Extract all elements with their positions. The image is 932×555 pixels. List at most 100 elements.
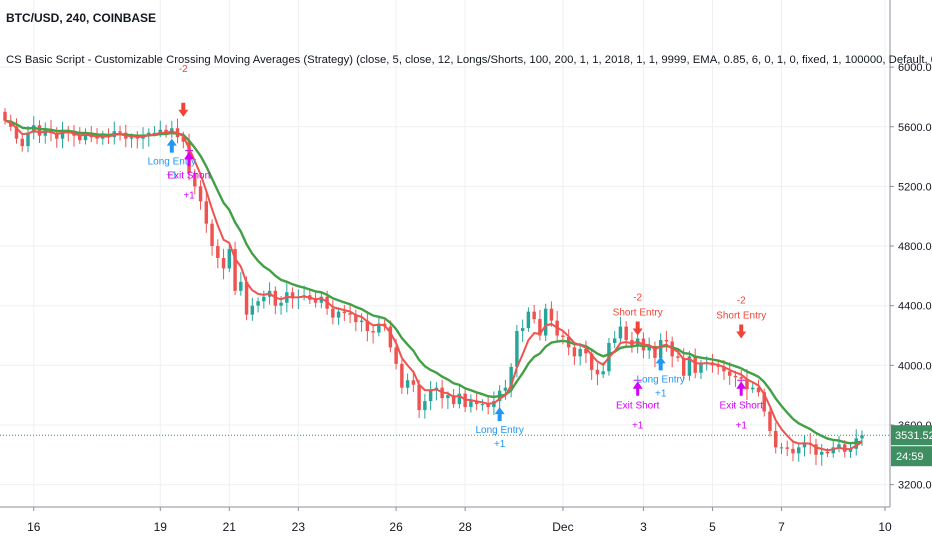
candle-body	[348, 313, 352, 315]
candle-body	[118, 131, 122, 133]
candle-body	[595, 369, 600, 375]
long-entry-arrow	[494, 407, 505, 422]
price-tick-label: 4400.00	[898, 301, 932, 313]
candle-body	[756, 387, 761, 393]
candle-body	[365, 320, 370, 332]
candle-body	[848, 448, 853, 452]
candle-body	[405, 380, 410, 388]
candle-body	[699, 363, 703, 373]
price-tick-label: 6000.00	[898, 62, 932, 74]
plot-area[interactable]	[0, 0, 890, 507]
long-entry-label: Long Entry	[475, 425, 523, 436]
time-tick-label: 5	[709, 520, 716, 534]
candle-body	[221, 257, 226, 269]
candle-body	[3, 111, 7, 121]
candle-body	[446, 395, 450, 399]
long-entry-label: Long Entry	[637, 374, 685, 385]
candle-body	[83, 132, 88, 141]
candle-body	[572, 347, 577, 357]
candle-body	[653, 345, 657, 358]
candle-body	[779, 447, 784, 449]
short-entry-arrow	[736, 324, 747, 339]
candle-body	[486, 404, 490, 408]
candle-body	[773, 430, 778, 448]
long-entry-qty: +1	[166, 171, 178, 182]
last-price-badge	[891, 425, 932, 446]
candle-body	[216, 246, 220, 258]
short-entry-qty: -2	[179, 64, 188, 75]
candle-body	[687, 356, 692, 376]
candle-body	[820, 451, 824, 455]
time-tick-label: 19	[154, 520, 168, 534]
time-tick-label: 21	[223, 520, 237, 534]
price-tick-label: 5600.00	[898, 122, 932, 134]
price-axis[interactable]: 6000.00 5600.00 5200.00 4800.00 4400.00 4000.…	[889, 0, 932, 550]
short-entry-qty: -2	[737, 295, 746, 306]
candle-body	[411, 380, 416, 385]
time-tick-label: 26	[389, 520, 403, 534]
candle-body	[693, 356, 697, 373]
candle-body	[618, 326, 623, 339]
long-entry-arrow	[166, 138, 177, 153]
candle-body	[239, 281, 243, 291]
exit-short-qty: +1	[632, 420, 644, 431]
candle-body	[193, 172, 197, 187]
candle-body	[164, 129, 168, 133]
time-tick-label: 3	[640, 520, 647, 534]
candle-body	[359, 320, 364, 323]
candle-body	[37, 125, 42, 136]
short-entry-arrow	[632, 321, 643, 336]
candle-body	[561, 335, 565, 338]
candle-body	[417, 384, 421, 411]
candle-body	[727, 371, 732, 376]
grid-layer	[0, 0, 890, 507]
candle-body	[26, 132, 30, 147]
candle-body	[227, 249, 232, 269]
candle-body	[797, 447, 801, 454]
candle-body	[262, 296, 266, 302]
exit-short-qty: +1	[736, 420, 748, 431]
study-title: CS Basic Script - Customizable Crossing …	[6, 54, 932, 66]
price-tick-label: 5200.00	[898, 181, 932, 193]
candle-body	[342, 311, 347, 314]
candle-body	[14, 126, 19, 139]
time-tick-label: 28	[458, 520, 472, 534]
candle-body	[451, 395, 456, 405]
candle-body	[733, 375, 738, 378]
exit-short-label: Exit Short	[720, 400, 764, 411]
time-tick-label: 10	[878, 520, 892, 534]
candle-body	[290, 292, 295, 299]
candle-body	[210, 223, 214, 247]
time-tick-label: 16	[27, 520, 41, 534]
candle-body	[612, 338, 617, 343]
candle-body	[762, 392, 766, 412]
candle-body	[78, 135, 82, 141]
time-axis[interactable]: 16 19 21 23 26 28 Dec 3 5 7 10	[0, 506, 892, 550]
candle-body	[400, 363, 404, 388]
time-tick-label: 7	[778, 520, 785, 534]
candle-body	[515, 331, 519, 367]
candle-body	[95, 137, 99, 139]
candle-body	[43, 129, 47, 136]
candle-body	[244, 281, 249, 315]
candle-body	[589, 353, 594, 370]
candle-body	[520, 328, 525, 332]
last-price-label: 3531.52	[895, 430, 932, 442]
candle-body	[388, 326, 393, 348]
ema-fast-line	[4, 119, 863, 452]
candle-body	[578, 348, 582, 357]
short-entry-arrow	[178, 102, 189, 117]
short-entry-qty: -2	[633, 293, 642, 304]
candle-body	[532, 311, 536, 320]
candle-body	[394, 347, 398, 364]
candle-body	[739, 377, 743, 379]
candle-body	[837, 444, 841, 448]
candle-body	[198, 186, 203, 202]
exit-short-arrow	[632, 379, 643, 396]
candle-body	[204, 201, 209, 224]
long-entry-arrow	[655, 356, 666, 371]
candle-body	[768, 411, 772, 431]
time-tick-label: 23	[292, 520, 306, 534]
